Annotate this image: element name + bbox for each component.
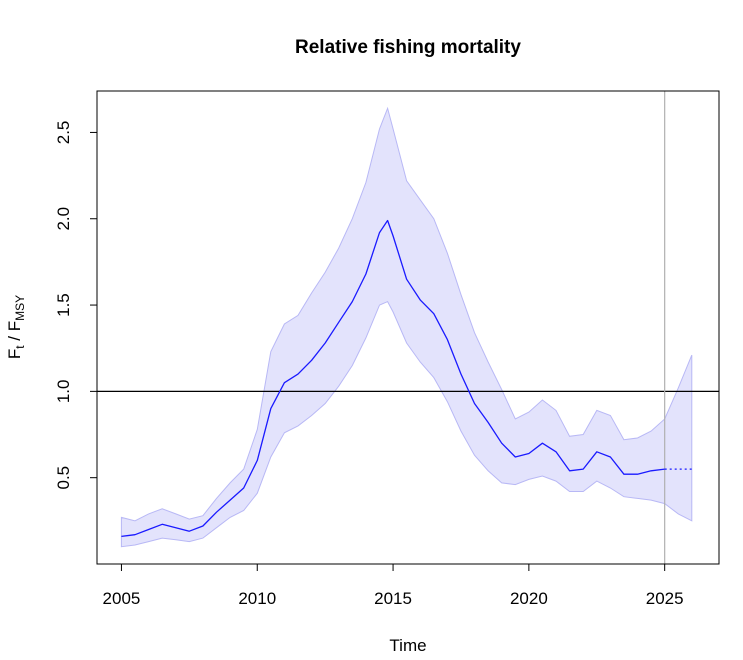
svg-text:Ft / FMSY: Ft / FMSY <box>5 295 27 359</box>
y-axis: 0.5 1.0 1.5 2.0 2.5 <box>54 121 98 490</box>
x-tick-label: 2025 <box>646 589 684 608</box>
x-tick-label: 2010 <box>238 589 276 608</box>
y-label-sub1: t <box>13 345 27 349</box>
y-tick-label: 2.5 <box>54 121 73 145</box>
y-tick-label: 0.5 <box>54 466 73 490</box>
x-tick-label: 2015 <box>374 589 412 608</box>
y-tick-label: 1.0 <box>54 380 73 404</box>
x-tick-label: 2020 <box>510 589 548 608</box>
estimate-line <box>121 219 665 538</box>
chart-title: Relative fishing mortality <box>295 37 521 58</box>
x-axis: 2005 2010 2015 2020 2025 <box>103 563 684 608</box>
y-label-sep: / <box>5 331 24 345</box>
y-label-sub2: MSY <box>13 295 27 321</box>
y-tick-label: 2.0 <box>54 207 73 231</box>
x-axis-label: Time <box>389 636 426 655</box>
x-tick-label: 2005 <box>103 589 141 608</box>
confidence-band <box>120 106 693 548</box>
y-label-base1: F <box>5 349 24 359</box>
y-axis-label: Ft / FMSY <box>5 295 27 359</box>
y-tick-label: 1.5 <box>54 293 73 317</box>
y-label-base2: F <box>5 321 24 331</box>
